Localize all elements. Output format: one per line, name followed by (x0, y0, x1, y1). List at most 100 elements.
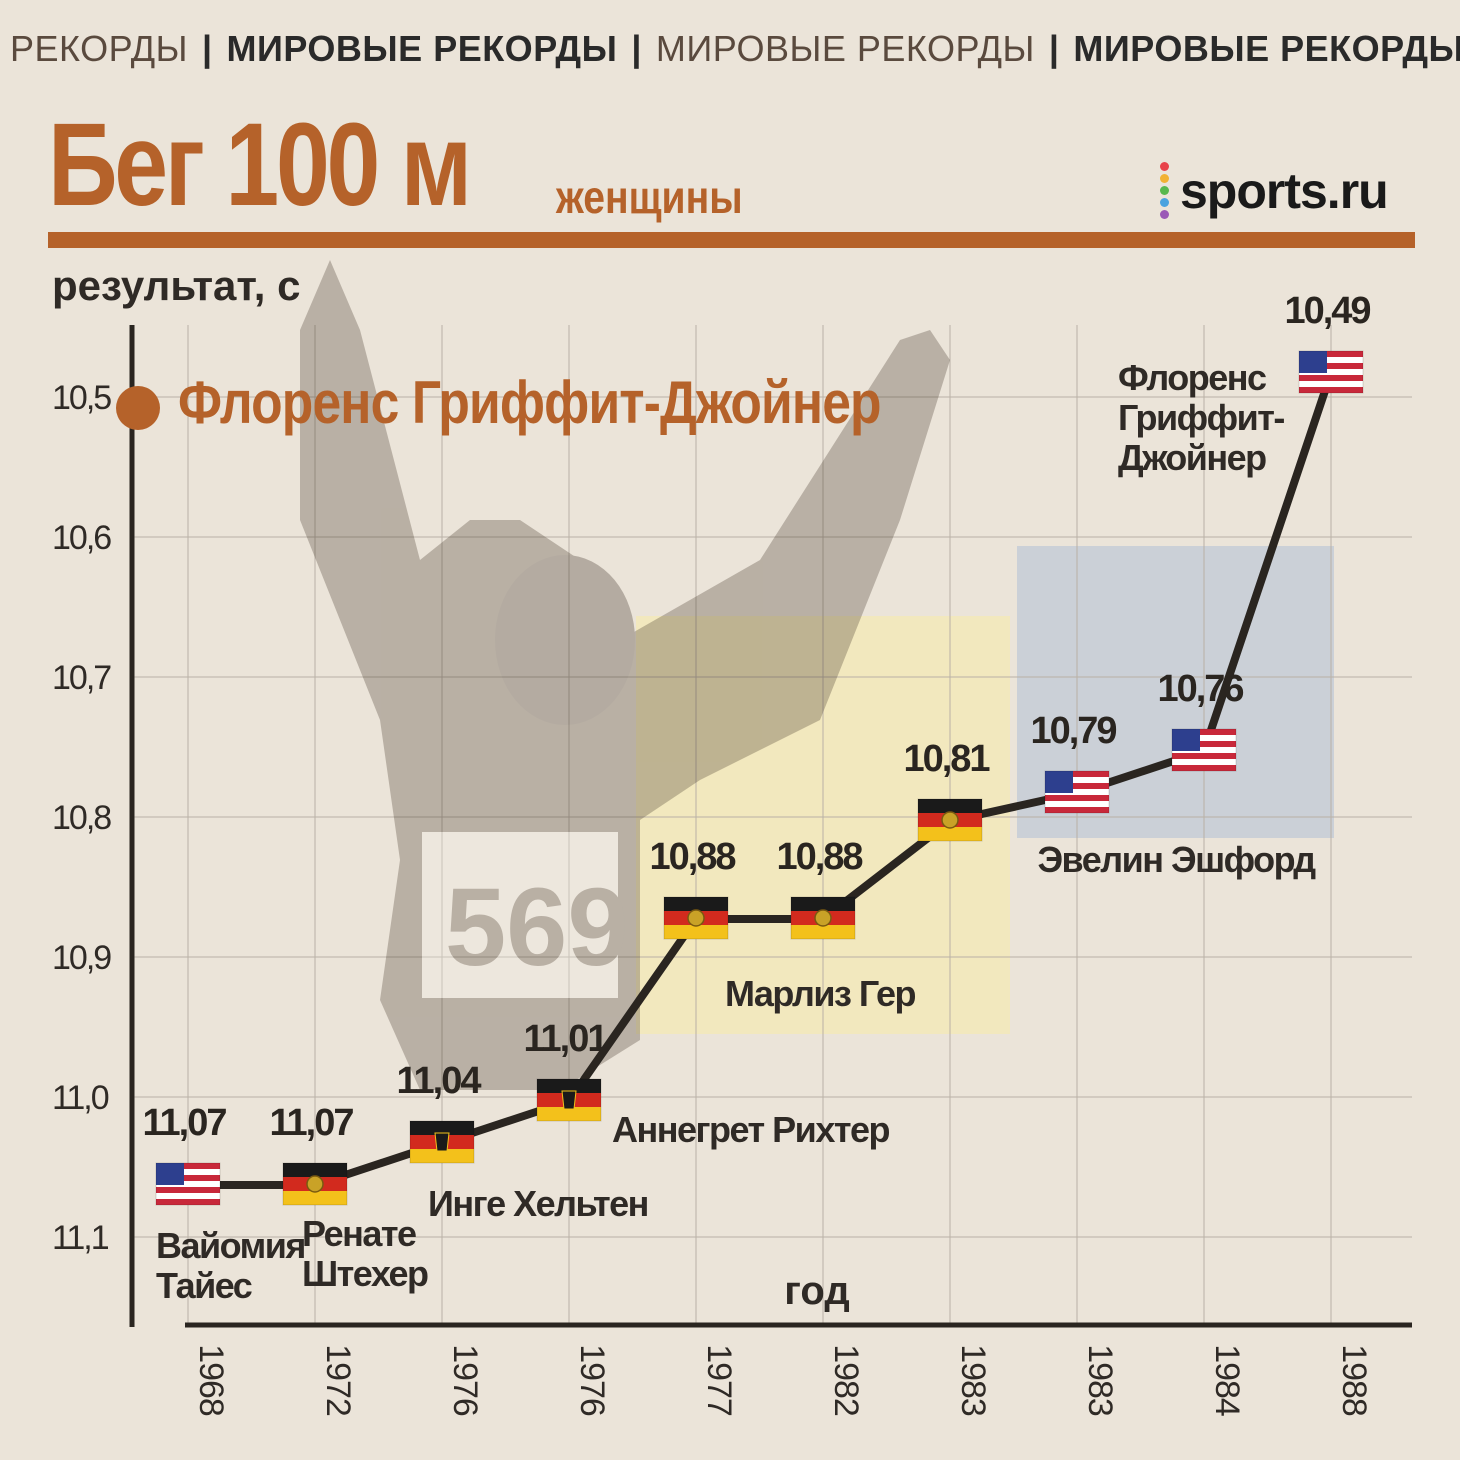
frg-eagle (434, 1132, 450, 1152)
gdr-emblem (687, 909, 705, 927)
flag-stripe (156, 1169, 220, 1175)
y-tick-label: 10,6 (52, 519, 111, 557)
flag-canton (1299, 351, 1327, 373)
flag-stripe (918, 827, 982, 841)
flag-stripe (1045, 801, 1109, 807)
data-labels: 11,07 11,07 11,04 11,01 10,88 10,88 10,81 10,79… (143, 290, 1373, 1306)
flag-frg-icon (536, 1078, 602, 1122)
athlete-name: Аннегрет Рихтер (612, 1109, 889, 1150)
banner-item: МИРОВЫЕ РЕКОРДЫ (655, 28, 1035, 69)
flag-border (790, 896, 856, 940)
athlete-name: Эвелин Эшфорд (1037, 839, 1316, 880)
flag-stripe (410, 1149, 474, 1163)
flag-stripe (1299, 369, 1363, 375)
flag-stripe (156, 1163, 220, 1169)
header-banner: РЕКОРДЫ | МИРОВЫЕ РЕКОРДЫ | МИРОВЫЕ РЕКОРДЫ |… (10, 28, 1460, 88)
athlete-name: Инге Хельтен (428, 1183, 648, 1224)
flag-canton (1172, 729, 1200, 751)
data-label: 10,81 (903, 738, 990, 780)
y-tick-label: 10,9 (52, 939, 111, 977)
flag-stripe (1299, 387, 1363, 393)
y-tick-label: 11,1 (52, 1219, 109, 1257)
flag-stripe (664, 925, 728, 939)
athlete-name: Тайес (156, 1265, 252, 1306)
flag-stripe (791, 925, 855, 939)
flag-stripe (1299, 351, 1363, 357)
banner-separator: | (201, 28, 213, 69)
data-markers (155, 350, 1364, 1206)
banner-item: РЕКОРДЫ (10, 28, 188, 69)
x-tick-label: 1984 (1208, 1344, 1246, 1416)
flag-stripe (1299, 363, 1363, 369)
flag-border (1298, 350, 1364, 394)
flag-stripe (283, 1163, 347, 1177)
flag-gdr-icon (663, 896, 729, 940)
flag-stripe (156, 1187, 220, 1193)
flag-stripe (537, 1107, 601, 1121)
x-tick-label: 1972 (319, 1344, 357, 1416)
flag-stripe (1172, 753, 1236, 759)
flag-stripe (156, 1181, 220, 1187)
data-label: 10,76 (1157, 668, 1243, 710)
page-title: Бег 100 м (48, 99, 472, 231)
y-tick-label: 11,0 (52, 1079, 109, 1117)
flag-stripe (410, 1121, 474, 1135)
flag-stripe (1172, 759, 1236, 765)
bib (418, 828, 622, 1002)
flag-border (409, 1120, 475, 1164)
y-tick-label: 10,7 (52, 659, 111, 697)
data-label: 11,07 (270, 1102, 354, 1144)
flag-stripe (1172, 747, 1236, 753)
x-tick-label: 1968 (192, 1344, 230, 1416)
data-label: 10,88 (776, 836, 862, 878)
y-axis-title: результат, с (52, 262, 301, 309)
flag-border (1044, 770, 1110, 814)
athlete-name: Ренате (302, 1213, 416, 1254)
bib-number: 569 (445, 866, 629, 989)
athlete-photo-silhouette: 569 (300, 260, 950, 1090)
flag-stripe (1172, 735, 1236, 741)
frg-eagle (561, 1090, 577, 1110)
flag-stripe (1299, 357, 1363, 363)
flag-stripe (537, 1079, 601, 1093)
data-label: 11,07 (143, 1102, 227, 1144)
flag-stripe (918, 799, 982, 813)
data-label: 11,01 (524, 1018, 609, 1060)
y-tick-label: 10,8 (52, 799, 111, 837)
series-line (188, 371, 1335, 1189)
x-tick-label: 1983 (954, 1344, 992, 1416)
flag-stripe (1045, 771, 1109, 777)
flag-stripe (1045, 789, 1109, 795)
brand-logo: sports.ru (1180, 163, 1389, 219)
flag-stripe (1299, 375, 1363, 381)
flag-gdr-icon (790, 896, 856, 940)
flag-usa-icon (1171, 728, 1237, 772)
data-label: 10,88 (649, 836, 735, 878)
flag-border (536, 1078, 602, 1122)
flag-stripe (1045, 807, 1109, 813)
flag-canton (156, 1163, 184, 1185)
flag-stripe (1045, 795, 1109, 801)
flag-usa-icon (1044, 770, 1110, 814)
flag-stripe (156, 1199, 220, 1205)
x-tick-label: 1982 (827, 1344, 865, 1416)
banner-item: МИРОВЫЕ РЕКОРДЫ (226, 28, 618, 69)
gdr-emblem (941, 811, 959, 829)
brand-dots-icon (1160, 162, 1170, 222)
x-tick-label: 1976 (573, 1344, 611, 1416)
flag-border (917, 798, 983, 842)
flag-stripe (791, 897, 855, 911)
flag-border (155, 1162, 221, 1206)
x-tick-label: 1977 (700, 1344, 738, 1416)
flag-stripe (1172, 729, 1236, 735)
flag-stripe (1045, 777, 1109, 783)
hero-dot-icon (116, 386, 160, 430)
banner-item: МИРОВЫЕ РЕКОРДЫ (1073, 28, 1460, 69)
gdr-emblem (306, 1175, 324, 1193)
flag-frg-icon (409, 1120, 475, 1164)
athlete-silhouette (300, 260, 950, 1090)
athlete-name: Флоренс (1118, 357, 1266, 398)
title-rule (48, 232, 1415, 248)
athlete-name: Штехер (302, 1253, 428, 1294)
